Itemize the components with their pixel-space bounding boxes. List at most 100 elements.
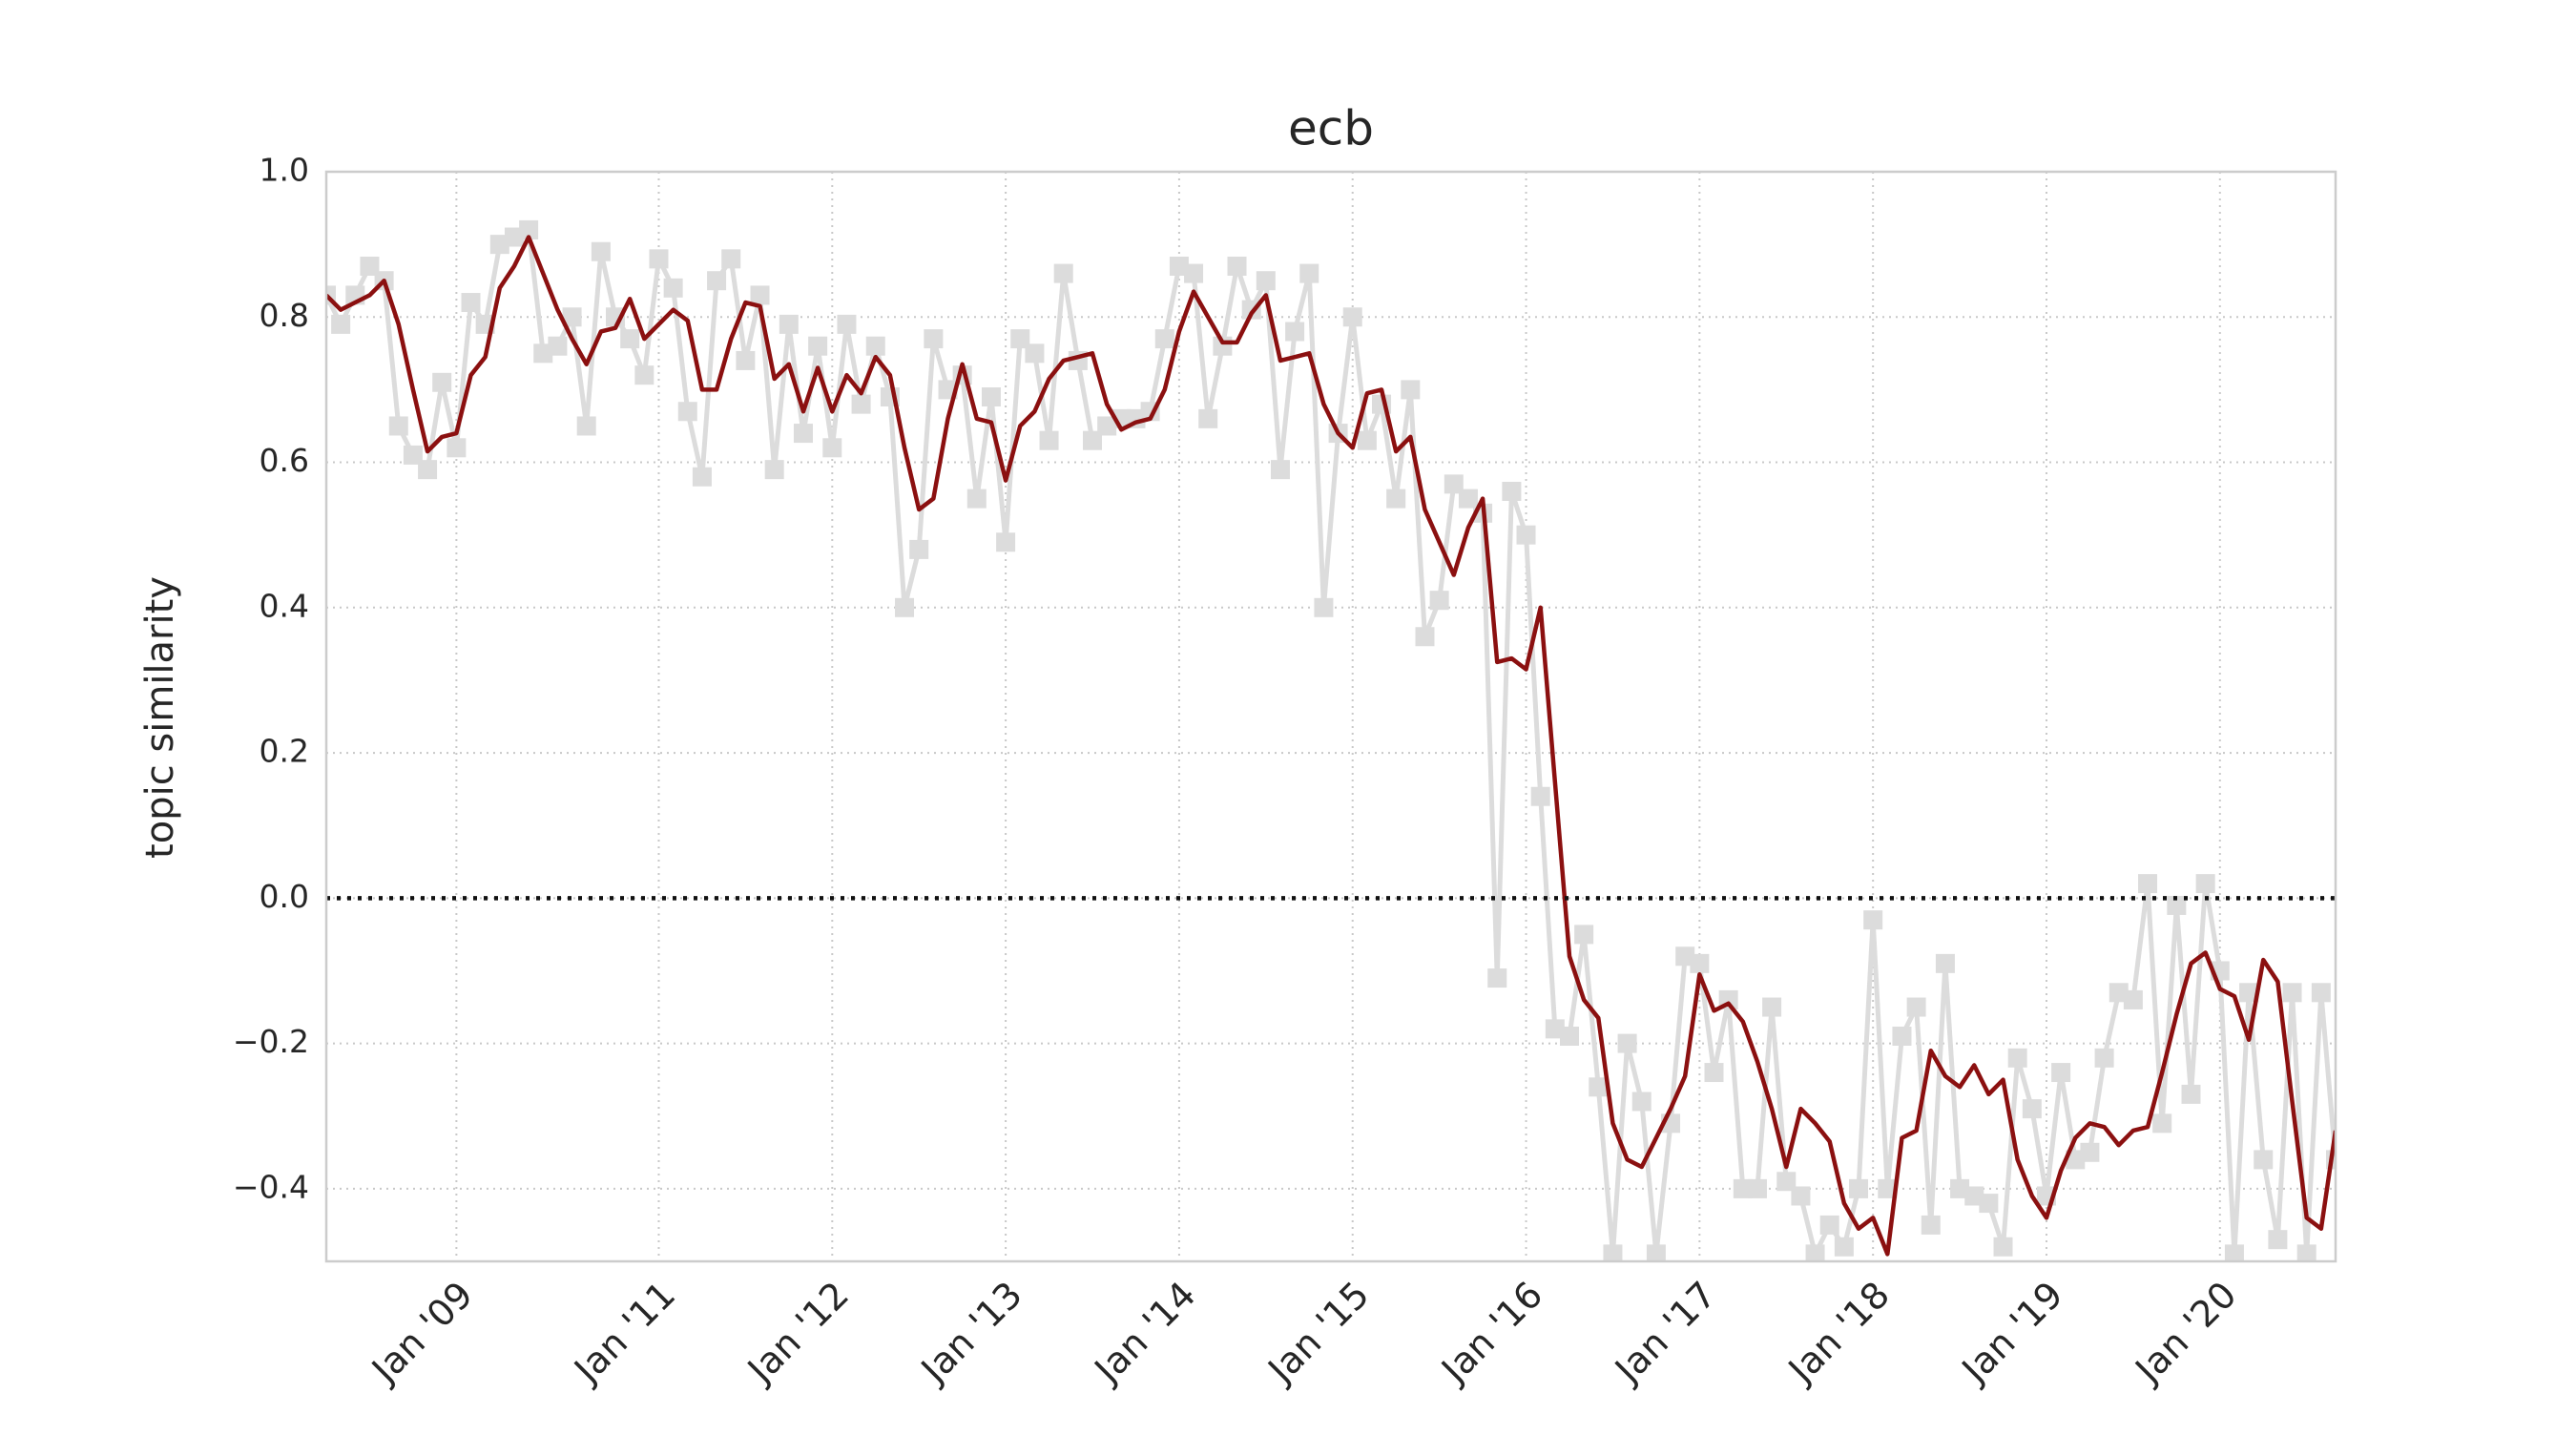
marker (779, 314, 799, 334)
marker (1053, 263, 1073, 283)
marker (504, 227, 524, 247)
marker (865, 336, 885, 356)
marker (1819, 1215, 1839, 1235)
marker (1227, 256, 1247, 276)
marker (736, 350, 756, 370)
marker (2224, 1244, 2244, 1261)
marker (1906, 997, 1926, 1017)
marker (1530, 786, 1550, 806)
marker (388, 416, 408, 436)
marker (663, 278, 683, 298)
marker (562, 307, 582, 327)
marker (764, 460, 784, 480)
marker (1849, 1178, 1869, 1198)
marker (1589, 1077, 1609, 1097)
marker (2152, 1113, 2172, 1133)
marker (1025, 343, 1045, 364)
marker (2282, 983, 2302, 1003)
marker (1805, 1244, 1825, 1261)
y-tick-label: −0.2 (233, 1023, 309, 1060)
marker (620, 329, 640, 349)
marker (1039, 430, 1059, 450)
marker (634, 365, 654, 385)
marker (2007, 1048, 2027, 1068)
marker (1733, 1178, 1753, 1198)
marker (1762, 997, 1782, 1017)
marker (1545, 1019, 1565, 1039)
marker (822, 438, 842, 458)
marker (1559, 1026, 1579, 1046)
y-tick-label: 0.8 (260, 297, 309, 334)
marker (909, 539, 929, 559)
marker (591, 241, 611, 261)
marker (489, 235, 509, 255)
marker (2254, 1150, 2274, 1170)
marker (1184, 263, 1204, 283)
marker (2311, 983, 2331, 1003)
marker (924, 329, 944, 349)
plot-frame (324, 170, 2337, 1263)
marker (1603, 1244, 1623, 1261)
marker (2239, 983, 2259, 1003)
marker (750, 285, 770, 305)
marker (996, 532, 1016, 552)
marker (1285, 322, 1305, 342)
marker (1444, 474, 1464, 494)
marker (1516, 525, 1536, 545)
y-tick-label: 1.0 (260, 152, 309, 189)
marker (895, 597, 915, 617)
marker (1675, 946, 1695, 967)
marker (1863, 910, 1883, 930)
marker (2123, 989, 2143, 1009)
marker (403, 445, 423, 465)
y-tick-label: 0.6 (260, 442, 309, 479)
marker (548, 336, 568, 356)
marker (2094, 1048, 2114, 1068)
y-tick-label: −0.4 (233, 1168, 309, 1205)
marker (1704, 1063, 1724, 1083)
marker (1314, 597, 1334, 617)
marker (2066, 1150, 2086, 1170)
marker (1502, 481, 1522, 501)
y-tick-label: 0.2 (260, 733, 309, 770)
marker (1776, 1172, 1797, 1192)
marker (2138, 874, 2158, 894)
marker (721, 249, 741, 269)
marker (418, 460, 438, 480)
marker (808, 336, 828, 356)
marker (1921, 1215, 1941, 1235)
marker (360, 256, 380, 276)
marker (2051, 1063, 2071, 1083)
marker (649, 249, 669, 269)
marker (447, 438, 467, 458)
marker (966, 489, 987, 509)
marker (2195, 874, 2215, 894)
marker (981, 387, 1001, 407)
marker (1979, 1194, 1999, 1214)
marker (1487, 968, 1507, 988)
marker (2268, 1230, 2288, 1250)
chart-title: ecb (1288, 101, 1374, 156)
marker (432, 372, 452, 392)
marker (1458, 489, 1478, 509)
marker (1386, 489, 1406, 509)
marker (692, 467, 712, 487)
marker (1429, 591, 1449, 611)
marker (1010, 329, 1030, 349)
marker (1646, 1244, 1666, 1261)
marker (1198, 408, 1218, 428)
marker (837, 314, 857, 334)
marker (1834, 1237, 1854, 1257)
marker (533, 343, 553, 364)
marker (1097, 416, 1117, 436)
marker (1631, 1092, 1652, 1112)
marker (1950, 1178, 1970, 1198)
marker (1574, 925, 1594, 945)
marker (1357, 430, 1377, 450)
marker (2109, 983, 2129, 1003)
y-tick-label: 0.0 (260, 878, 309, 915)
marker (1690, 953, 1710, 973)
marker (1415, 627, 1435, 647)
